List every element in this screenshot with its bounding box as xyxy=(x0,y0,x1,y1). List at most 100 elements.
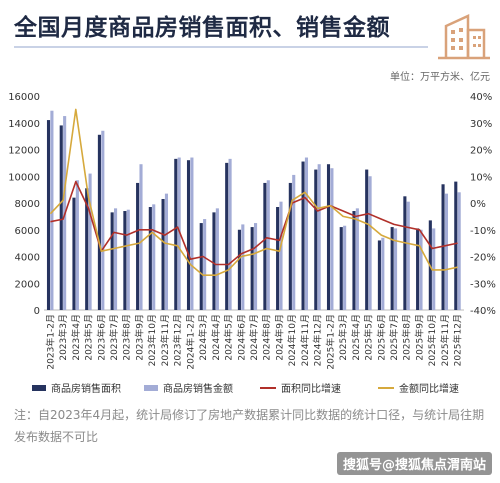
x-tick-label: 2023年4月 xyxy=(70,314,82,361)
bar-amount xyxy=(139,164,143,310)
page-title: 全国月度商品房销售面积、销售金额 xyxy=(14,15,390,41)
bar-area xyxy=(301,161,305,310)
x-tick-label: 2024年5月 xyxy=(223,314,235,361)
x-tick-label: 2024年3月 xyxy=(197,314,209,361)
x-tick-label: 2024年8月 xyxy=(261,314,273,361)
x-tick-label: 2025年11月 xyxy=(439,314,451,366)
bar-area xyxy=(46,120,51,310)
bar-area xyxy=(85,188,89,310)
x-tick-label: 2024年10月 xyxy=(286,314,298,366)
x-tick-label: 2024年9月 xyxy=(273,314,285,361)
y-left-tick-label: 14000 xyxy=(8,119,40,130)
bar-area xyxy=(454,181,458,310)
bar-amount xyxy=(126,209,130,310)
bar-amount xyxy=(164,193,169,310)
bar-area xyxy=(225,162,229,310)
bar-area xyxy=(59,125,63,310)
bar-area xyxy=(97,134,101,310)
bar-amount xyxy=(190,157,194,310)
y-left-tick-label: 8000 xyxy=(15,199,40,210)
bar-area xyxy=(174,158,178,310)
y-left-tick-label: 6000 xyxy=(15,226,40,237)
y-right-tick-label: 40% xyxy=(470,92,492,103)
bar-area xyxy=(148,207,152,310)
bar-amount xyxy=(203,219,207,310)
x-tick-label: 2024年7月 xyxy=(248,314,260,361)
bar-amount xyxy=(394,228,398,310)
x-tick-label: 2024年1-2月 xyxy=(184,314,196,370)
y-right-tick-label: -30% xyxy=(470,279,496,290)
bar-area xyxy=(110,212,114,310)
x-tick-label: 2023年3月 xyxy=(57,314,69,361)
bar-amount xyxy=(381,237,385,310)
y-left-tick-label: 0 xyxy=(34,306,40,317)
legend-swatch-area-yoy xyxy=(260,386,276,389)
x-tick-label: 2025年5月 xyxy=(363,314,375,361)
y-right-tick-label: 20% xyxy=(470,146,492,157)
bar-area xyxy=(416,228,420,310)
bar-amount xyxy=(75,180,79,310)
y-right-tick-label: -40% xyxy=(470,306,496,317)
bar-area xyxy=(326,164,331,310)
bar-area xyxy=(403,196,407,310)
y-right-tick-label: 0% xyxy=(470,199,486,210)
bar-amount xyxy=(101,130,105,310)
watermark: 搜狐号@搜狐焦点渭南站 xyxy=(336,452,492,475)
legend-label-amount-yoy: 金额同比增速 xyxy=(399,384,459,395)
bar-area xyxy=(161,198,165,310)
x-tick-label: 2025年9月 xyxy=(413,314,425,361)
legend-item-area-yoy: 面积同比增速 xyxy=(260,380,341,395)
bar-amount xyxy=(419,229,423,310)
x-tick-label: 2025年10月 xyxy=(426,314,438,366)
x-tick-label: 2025年6月 xyxy=(375,314,387,361)
bar-amount xyxy=(292,174,296,310)
bar-area xyxy=(250,227,254,310)
bar-amount xyxy=(330,168,334,310)
x-tick-label: 2025年7月 xyxy=(388,314,400,361)
legend-item-amount: 商品房销售金额 xyxy=(144,380,233,395)
legend-swatch-amount xyxy=(144,384,158,391)
legend-item-area: 商品房销售面积 xyxy=(32,380,121,395)
bar-area xyxy=(72,197,76,310)
x-tick-label: 2023年11月 xyxy=(159,314,171,366)
title-underline xyxy=(14,46,428,48)
x-tick-label: 2024年4月 xyxy=(210,314,222,361)
line-amount-yoy xyxy=(49,108,458,277)
x-tick-label: 2023年8月 xyxy=(121,314,133,361)
bar-area xyxy=(288,182,292,310)
x-tick-label: 2023年12月 xyxy=(172,314,184,366)
bar-amount xyxy=(457,192,461,310)
bar-area xyxy=(365,169,369,310)
x-tick-label: 2025年8月 xyxy=(401,314,413,361)
y-right-tick-label: -10% xyxy=(470,226,496,237)
bar-amount xyxy=(444,193,449,310)
legend-label-area-yoy: 面积同比增速 xyxy=(281,384,341,395)
bar-amount xyxy=(266,180,270,310)
bar-area xyxy=(339,227,343,310)
bar-area xyxy=(123,211,127,310)
building-icon xyxy=(438,14,490,60)
x-tick-label: 2025年12月 xyxy=(452,314,464,366)
legend-item-amount-yoy: 金额同比增速 xyxy=(378,380,459,395)
bar-amount xyxy=(317,164,321,310)
x-tick-label: 2025年4月 xyxy=(350,314,362,361)
y-left-tick-label: 2000 xyxy=(15,279,40,290)
x-tick-label: 2023年10月 xyxy=(146,314,158,366)
unit-label: 单位：万平方米、亿元 xyxy=(390,72,490,83)
bar-amount xyxy=(241,224,245,310)
x-tick-label: 2023年5月 xyxy=(83,314,95,361)
bar-amount xyxy=(406,201,410,310)
bar-area xyxy=(390,227,394,310)
bar-area xyxy=(377,240,381,310)
y-left-tick-label: 4000 xyxy=(15,253,40,264)
y-right-tick-label: 30% xyxy=(470,119,492,130)
x-tick-label: 2023年6月 xyxy=(95,314,107,361)
footnote: 注：自2023年4月起，统计局修订了房地产数据累计同比数据的统计口径，与统计局往… xyxy=(14,408,485,444)
bar-amount xyxy=(343,225,347,310)
chart-legend: 商品房销售面积 商品房销售金额 面积同比增速 金额同比增速 xyxy=(32,380,492,396)
bar-area xyxy=(441,184,445,310)
legend-swatch-area xyxy=(32,384,46,391)
y-right-tick-label: 10% xyxy=(470,172,492,183)
x-tick-label: 2024年6月 xyxy=(235,314,247,361)
bar-amount xyxy=(254,223,258,310)
